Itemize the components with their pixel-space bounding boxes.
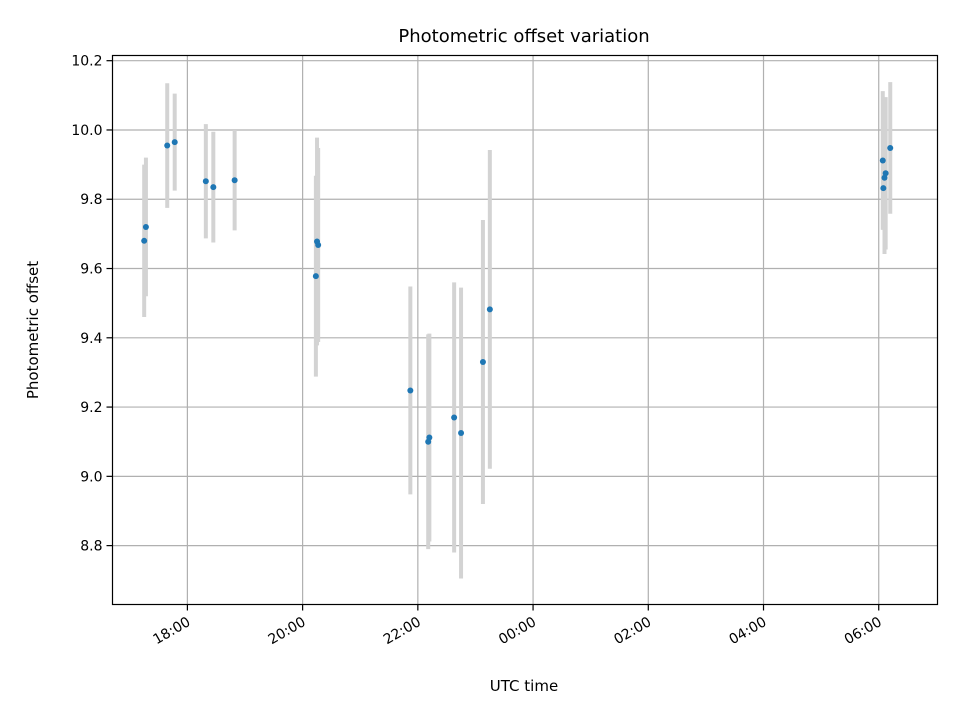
x-axis-label: UTC time (490, 677, 558, 695)
data-point (880, 185, 887, 192)
data-point (479, 359, 486, 366)
data-point (882, 170, 889, 177)
data-point (486, 306, 493, 313)
y-tick-label: 9.8 (80, 192, 102, 208)
grid-layer (112, 55, 938, 605)
data-point (142, 223, 149, 230)
data-point (171, 139, 178, 146)
y-tick-label: 9.0 (80, 469, 102, 485)
data-point (315, 241, 322, 248)
data-point (164, 142, 171, 149)
data-point (887, 144, 894, 151)
data-point (210, 184, 217, 191)
data-point (881, 174, 888, 181)
y-tick-label: 10.2 (71, 54, 102, 70)
plot-frame (111, 54, 939, 606)
data-point (426, 434, 433, 441)
y-tick-label: 9.6 (80, 262, 102, 278)
data-point (202, 178, 209, 185)
y-tick-label: 9.4 (80, 331, 102, 347)
y-axis-label: Photometric offset (24, 261, 42, 399)
data-point (451, 414, 458, 421)
data-point (312, 273, 319, 280)
y-tick-label: 9.2 (80, 400, 102, 416)
y-tick-label: 8.8 (80, 539, 102, 555)
data-point (141, 237, 148, 244)
point-layer (141, 139, 894, 445)
data-point (231, 177, 238, 184)
chart-title: Photometric offset variation (398, 26, 649, 47)
data-point (458, 430, 465, 437)
data-point (879, 157, 886, 164)
y-tick-label: 10.0 (71, 123, 102, 139)
data-point (407, 387, 414, 394)
